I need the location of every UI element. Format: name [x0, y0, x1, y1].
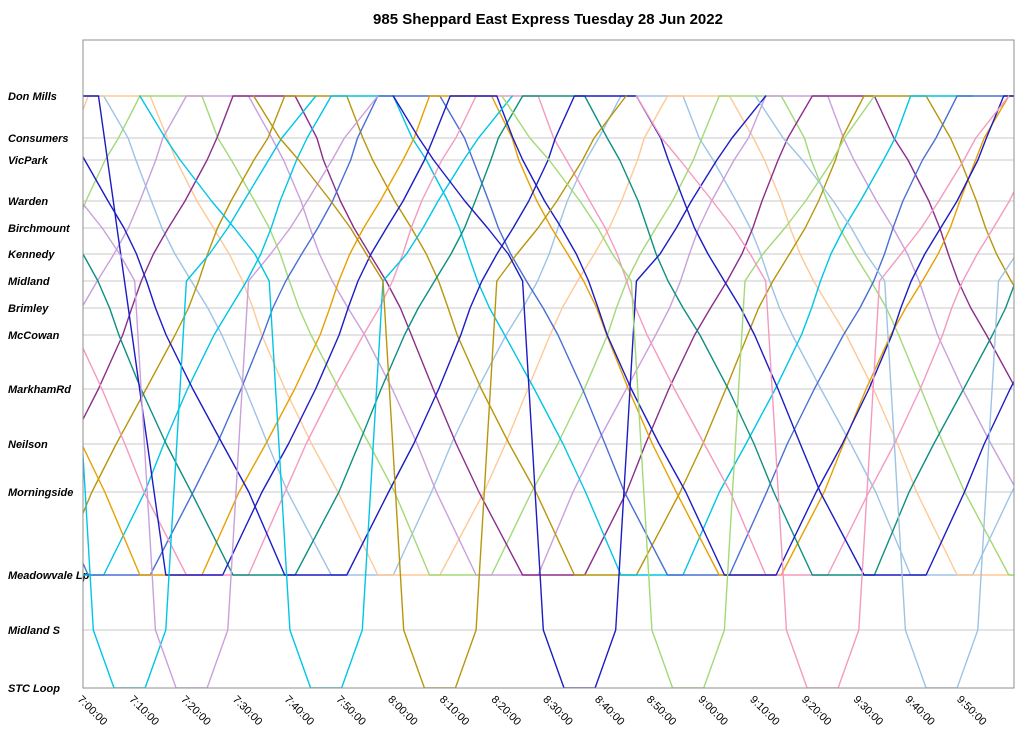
xtick-label-9-30-00: 9:30:00 — [851, 694, 885, 728]
station-label-markhamrd: MarkhamRd — [8, 384, 71, 396]
station-label-mccowan: McCowan — [8, 330, 60, 342]
xtick-label-8-00-00: 8:00:00 — [385, 694, 419, 728]
trip-line-veh-02 — [83, 95, 1014, 576]
xtick-label-8-20-00: 8:20:00 — [489, 694, 523, 728]
trip-line-stc-07 — [635, 95, 1010, 688]
station-label-kennedy: Kennedy — [8, 249, 55, 261]
trip-line-veh-11 — [83, 95, 1014, 576]
xtick-label-9-40-00: 9:40:00 — [902, 694, 936, 728]
trip-line-veh-12 — [83, 95, 1014, 576]
xtick-label-7-50-00: 7:50:00 — [333, 694, 367, 728]
station-label-consumers: Consumers — [8, 133, 69, 145]
plot-border — [82, 39, 1015, 689]
trip-line-stc-08 — [754, 95, 1014, 688]
station-label-brimley: Brimley — [8, 303, 49, 315]
trip-line-veh-01 — [83, 95, 1014, 576]
station-label-warden: Warden — [8, 196, 48, 208]
trip-line-veh-10 — [83, 95, 1014, 576]
xtick-label-9-00-00: 9:00:00 — [696, 694, 730, 728]
xtick-label-7-30-00: 7:30:00 — [230, 694, 264, 728]
station-label-morningside: Morningside — [8, 487, 73, 499]
chart-title: 985 Sheppard East Express Tuesday 28 Jun… — [373, 11, 723, 28]
trip-line-veh-13 — [83, 95, 1014, 576]
station-label-midland-s: Midland S — [8, 625, 61, 637]
trip-line-veh-08 — [83, 95, 1014, 576]
trip-line-veh-05 — [83, 95, 1014, 576]
xtick-label-7-00-00: 7:00:00 — [75, 694, 109, 728]
trip-line-stc-02 — [83, 95, 379, 688]
xtick-label-7-10-00: 7:10:00 — [127, 694, 161, 728]
trip-line-stc-06 — [501, 95, 876, 688]
station-label-don-mills: Don Mills — [8, 91, 57, 103]
station-label-meadowvale-lp: Meadowvale Lp — [8, 570, 90, 582]
xtick-label-7-20-00: 7:20:00 — [178, 694, 212, 728]
xtick-label-9-20-00: 9:20:00 — [799, 694, 833, 728]
xtick-label-9-10-00: 9:10:00 — [747, 694, 781, 728]
xtick-label-9-50-00: 9:50:00 — [954, 694, 988, 728]
trip-line-stc-03 — [139, 95, 513, 688]
station-label-stc-loop: STC Loop — [8, 683, 60, 695]
xtick-label-7-40-00: 7:40:00 — [282, 694, 316, 728]
station-label-vicpark: VicPark — [8, 155, 49, 167]
xtick-label-8-10-00: 8:10:00 — [437, 694, 471, 728]
trip-line-stc-04 — [253, 95, 627, 688]
trip-line-veh-04 — [83, 95, 1014, 576]
xtick-label-8-30-00: 8:30:00 — [540, 694, 574, 728]
station-label-birchmount: Birchmount — [8, 223, 71, 235]
xtick-label-8-50-00: 8:50:00 — [644, 694, 678, 728]
xtick-label-8-40-00: 8:40:00 — [592, 694, 626, 728]
station-label-neilson: Neilson — [8, 439, 48, 451]
trip-line-stc-01 — [83, 95, 317, 688]
station-label-midland: Midland — [8, 276, 50, 288]
trip-line-stc-05 — [392, 95, 767, 688]
trip-line-veh-06 — [83, 95, 1014, 576]
